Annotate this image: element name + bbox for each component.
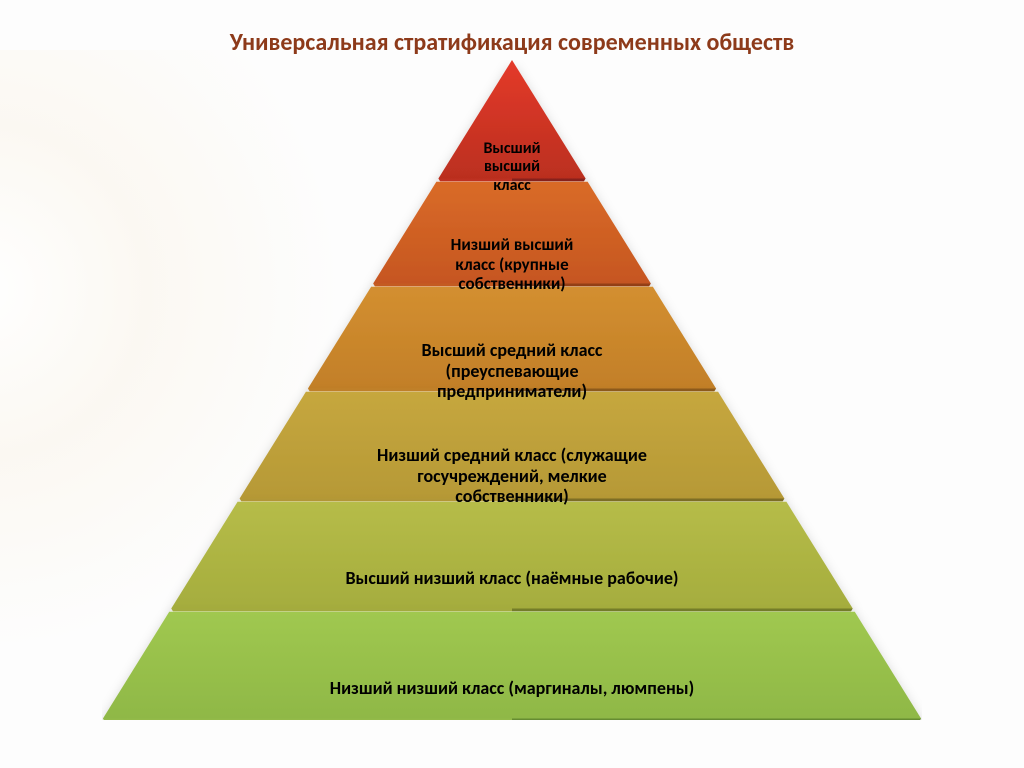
diagram-title: Универсальная стратификация современных …	[0, 28, 1024, 57]
pyramid-diagram: Высший высший класс Низший высший класс (…	[102, 60, 922, 720]
pyramid-layer-label-2: Высший средний класс (преуспевающие пред…	[353, 340, 670, 402]
pyramid-layer-5	[103, 612, 921, 721]
pyramid-layer-4	[171, 502, 852, 627]
pyramid-layer-label-4: Высший низший класс (наёмные рабочие)	[229, 568, 795, 589]
pyramid-layer-label-3: Низший средний класс (служащие госучрежд…	[292, 445, 732, 507]
pyramid-layer-label-5: Низший низший класс (маргиналы, люмпены)	[166, 678, 858, 699]
pyramid-layer-label-1: Низший высший класс (крупные собственник…	[402, 235, 622, 294]
pyramid-layer-label-0: Высший высший класс	[402, 140, 622, 195]
